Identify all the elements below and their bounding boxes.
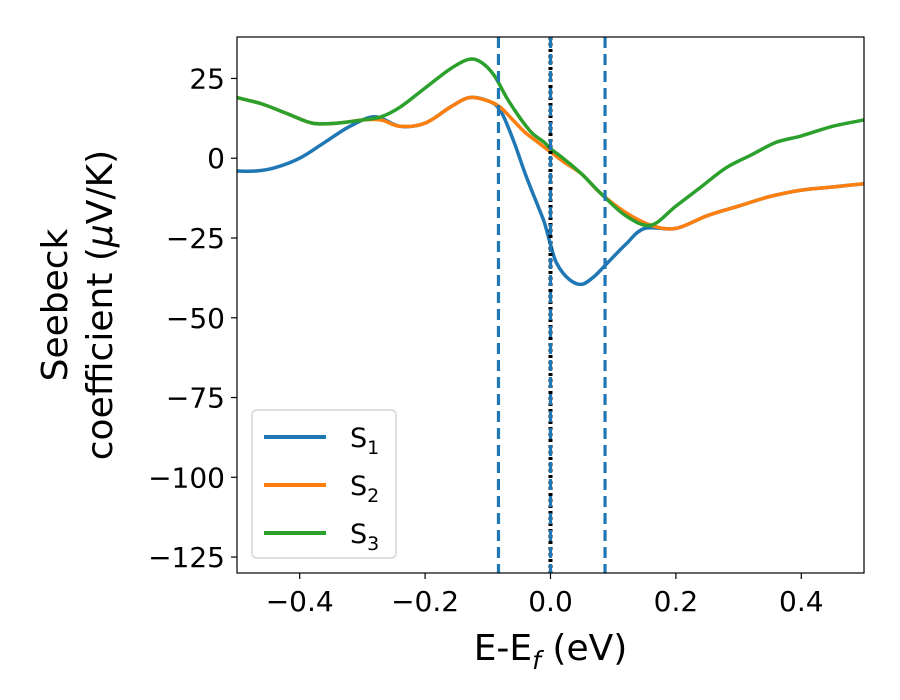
axes: −0.4 −0.2 0.0 0.2 0.4 25 0 −25 −50 −75 −100 −125 <box>148 36 865 618</box>
y-axis-label-line1: Seebeck <box>35 228 76 381</box>
x-axis-label: E-Ef (eV) <box>474 628 628 675</box>
x-tick-label: −0.4 <box>266 585 334 618</box>
y-axis-label-line2: coefficient (μV/K) <box>80 150 121 460</box>
x-tick-label: 0.0 <box>528 585 573 618</box>
y-tick-label: −100 <box>148 461 225 494</box>
x-tick-label: 0.4 <box>779 585 824 618</box>
y-tick-label: −25 <box>166 222 225 255</box>
axis-labels: E-Ef (eV) Seebeck coefficient (μV/K) <box>35 150 627 675</box>
y-tick-label: 0 <box>207 142 225 175</box>
legend-label-3: S3 <box>350 519 379 555</box>
y-tick-label: −50 <box>166 302 225 335</box>
series-line-3 <box>237 57 864 228</box>
x-tick-label: 0.2 <box>654 585 699 618</box>
y-tick-label: −125 <box>148 541 225 574</box>
x-tick-label: −0.2 <box>391 585 459 618</box>
y-tick-label: −75 <box>166 382 225 415</box>
plot-area <box>237 37 864 573</box>
y-tick-label: 25 <box>189 62 225 95</box>
